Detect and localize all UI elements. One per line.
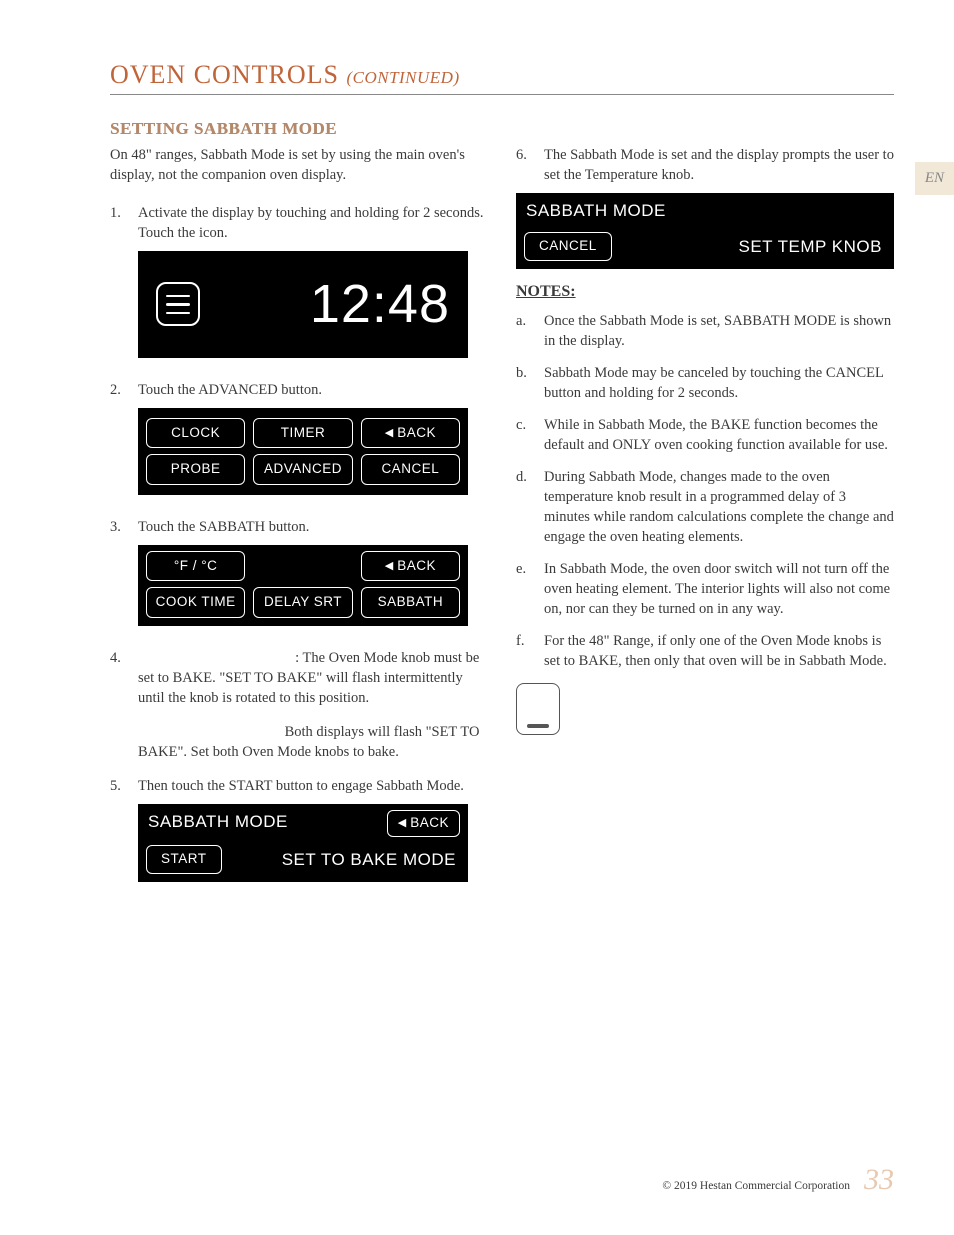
- oven-display-sabbath-start: SABBATH MODE BACK START SET TO BAKE MODE: [138, 804, 468, 882]
- step-2-text: Touch the ADVANCED button.: [138, 382, 322, 398]
- oven-display-menu1: CLOCK TIMER BACK PROBE ADVANCED CANCEL: [138, 408, 468, 495]
- sabbath-button: SABBATH: [361, 587, 460, 618]
- note-d: During Sabbath Mode, changes made to the…: [516, 467, 894, 547]
- timer-button: TIMER: [253, 418, 352, 449]
- left-column: On 48" ranges, Sabbath Mode is set by us…: [110, 145, 488, 904]
- clock-button: CLOCK: [146, 418, 245, 449]
- page-title-continued: (CONTINUED): [346, 68, 459, 87]
- steps-list-right: The Sabbath Mode is set and the display …: [516, 145, 894, 269]
- cancel-button: CANCEL: [524, 232, 612, 261]
- page-number: 33: [864, 1163, 894, 1197]
- advanced-button: ADVANCED: [253, 454, 352, 485]
- set-temp-knob-msg: SET TEMP KNOB: [622, 235, 886, 258]
- oven-icon: [516, 683, 560, 735]
- note-b: Sabbath Mode may be canceled by touching…: [516, 363, 894, 403]
- delay-start-button: DELAY SRT: [253, 587, 352, 618]
- notes-list: Once the Sabbath Mode is set, SABBATH MO…: [516, 311, 894, 671]
- back-button: BACK: [387, 810, 460, 837]
- step-5-text: Then touch the START button to engage Sa…: [138, 778, 464, 794]
- cook-time-button: COOK TIME: [146, 587, 245, 618]
- back-button: BACK: [361, 551, 460, 582]
- start-button: START: [146, 845, 222, 874]
- menu-icon: [156, 282, 200, 326]
- step-4a-text: : The Oven Mode knob must be set to BAKE…: [138, 650, 479, 706]
- intro-text: On 48" ranges, Sabbath Mode is set by us…: [110, 145, 488, 185]
- step-1-text: Activate the display by touching and hol…: [138, 205, 484, 241]
- note-c: While in Sabbath Mode, the BAKE function…: [516, 415, 894, 455]
- sabbath-mode-header: SABBATH MODE: [526, 199, 884, 222]
- right-column: The Sabbath Mode is set and the display …: [516, 145, 894, 904]
- blank-cell: [253, 551, 352, 582]
- step-3-text: Touch the SABBATH button.: [138, 519, 309, 535]
- oven-display-menu2: °F / °C BACK COOK TIME DELAY SRT SABBATH: [138, 545, 468, 626]
- note-f: For the 48" Range, if only one of the Ov…: [516, 631, 894, 671]
- step-2: Touch the ADVANCED button. CLOCK TIMER B…: [110, 380, 488, 495]
- copyright-text: © 2019 Hestan Commercial Corporation: [662, 1180, 850, 1192]
- page-title-row: OVEN CONTROLS (CONTINUED): [110, 60, 894, 95]
- step-4b-text: Both displays will flash "SET TO BAKE". …: [138, 724, 479, 760]
- section-heading: SETTING SABBATH MODE: [110, 119, 894, 139]
- cancel-button: CANCEL: [361, 454, 460, 485]
- oven-display-clock: 12:48: [138, 251, 468, 358]
- page-title: OVEN CONTROLS (CONTINUED): [110, 60, 894, 90]
- notes-heading: NOTES:: [516, 283, 894, 301]
- clock-time: 12:48: [310, 267, 450, 342]
- step-1: Activate the display by touching and hol…: [110, 203, 488, 358]
- page-title-main: OVEN CONTROLS: [110, 60, 346, 89]
- probe-button: PROBE: [146, 454, 245, 485]
- sabbath-mode-header: SABBATH MODE: [148, 810, 288, 833]
- note-a: Once the Sabbath Mode is set, SABBATH MO…: [516, 311, 894, 351]
- set-to-bake-msg: SET TO BAKE MODE: [232, 848, 460, 871]
- footer: © 2019 Hestan Commercial Corporation 33: [662, 1163, 894, 1197]
- step-6: The Sabbath Mode is set and the display …: [516, 145, 894, 269]
- step-5: Then touch the START button to engage Sa…: [110, 776, 488, 882]
- back-button: BACK: [361, 418, 460, 449]
- oven-display-sabbath-set: SABBATH MODE CANCEL SET TEMP KNOB: [516, 193, 894, 269]
- steps-list-left: Activate the display by touching and hol…: [110, 203, 488, 882]
- step-4: XXXXXXXXXXXXXXX: The Oven Mode knob must…: [110, 648, 488, 762]
- degf-degc-button: °F / °C: [146, 551, 245, 582]
- step-3: Touch the SABBATH button. °F / °C BACK C…: [110, 517, 488, 626]
- step-6-text: The Sabbath Mode is set and the display …: [544, 147, 894, 183]
- note-e: In Sabbath Mode, the oven door switch wi…: [516, 559, 894, 619]
